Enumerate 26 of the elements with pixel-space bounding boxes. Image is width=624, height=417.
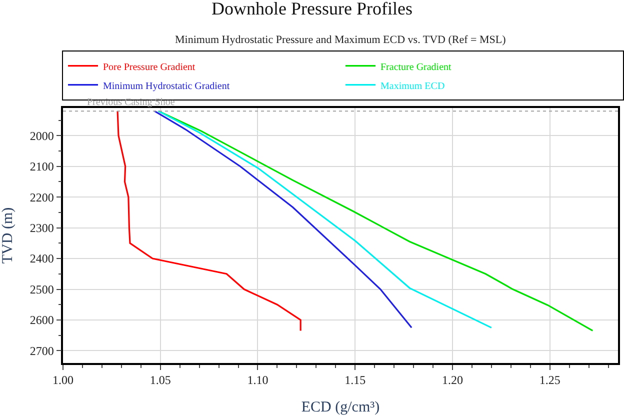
legend-label: Maximum ECD	[380, 80, 445, 92]
y-tick-label: 2700	[30, 344, 54, 358]
x-tick-label: 1.05	[150, 373, 171, 388]
y-tick-label: 2000	[30, 128, 54, 143]
legend-label: Pore Pressure Gradient	[103, 62, 196, 73]
x-tick-label: 1.00	[52, 373, 74, 388]
line-series	[154, 110, 412, 328]
y-axis-title: TVD (m)	[0, 207, 16, 264]
x-tick-label: 1.20	[442, 373, 463, 388]
y-tick-label: 2500	[30, 282, 54, 296]
line-series	[116, 110, 302, 332]
y-tick-label: 2100	[30, 160, 54, 174]
legend-label: Minimum Hydrostatic Gradient	[103, 80, 230, 92]
y-tick-label: 2600	[30, 313, 54, 328]
ref-line-label: Previous Casing Shoe	[87, 97, 176, 108]
x-tick-label: 1.25	[539, 373, 560, 388]
line-series	[158, 110, 492, 328]
y-tick-label: 2400	[30, 252, 54, 266]
chart-subtitle: Minimum Hydrostatic Pressure and Maximum ECD vs. TVD (Ref = MSL)	[175, 34, 506, 46]
chart-title: Downhole Pressure Profiles	[212, 0, 412, 19]
x-tick-label: 1.10	[247, 373, 268, 388]
x-axis-title: ECD (g/cm³)	[301, 400, 380, 416]
x-tick-label: 1.15	[344, 373, 366, 388]
legend-label: Fracture Gradient	[380, 62, 452, 73]
y-tick-label: 2300	[30, 221, 54, 236]
y-tick-label: 2200	[30, 190, 54, 204]
